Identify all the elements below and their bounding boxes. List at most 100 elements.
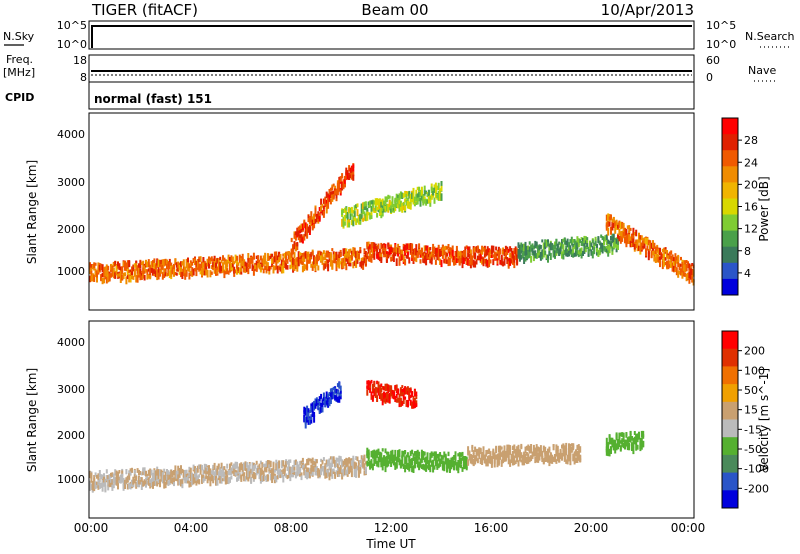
echo-cell-1 xyxy=(496,250,499,254)
echo-cell-5 xyxy=(617,439,619,447)
echo-cell-2 xyxy=(615,238,618,244)
echo-cell-1 xyxy=(457,256,460,261)
echo-cell-3 xyxy=(629,227,632,231)
echo-cell-1 xyxy=(478,249,481,253)
echo-cell-2 xyxy=(568,444,570,453)
echo-cell-0 xyxy=(160,264,163,270)
echo-cell-2 xyxy=(545,239,548,247)
echo-cell-2 xyxy=(563,445,566,453)
echo-cell-0 xyxy=(236,263,238,269)
echo-cell-1 xyxy=(395,456,398,465)
echo-cell-0 xyxy=(268,266,271,272)
echo-cell-0 xyxy=(279,469,282,475)
echo-cell-0 xyxy=(112,473,115,481)
echo-cell-0 xyxy=(244,261,247,267)
echo-cell-0 xyxy=(294,471,297,476)
echo-cell-1 xyxy=(404,244,407,253)
echo-cell-4 xyxy=(409,394,412,399)
echo-cell-1 xyxy=(430,460,433,467)
echo-cell-1 xyxy=(472,247,475,253)
echo-cell-0 xyxy=(324,263,327,269)
echo-cell-5 xyxy=(370,211,373,216)
echo-cell-0 xyxy=(269,255,272,259)
echo-cell-0 xyxy=(177,261,180,265)
echo-cell-2 xyxy=(548,459,551,467)
echo-cell-4 xyxy=(402,392,405,400)
echo-cell-4 xyxy=(311,216,314,222)
echo-cell-3 xyxy=(635,239,638,244)
echo-cell-1 xyxy=(419,259,422,264)
echo-cell-0 xyxy=(139,268,142,275)
echo-cell-0 xyxy=(306,467,309,475)
echo-cell-0 xyxy=(217,476,220,481)
echo-cell-1 xyxy=(392,459,395,465)
echo-cell-0 xyxy=(364,461,367,465)
echo-cell-0 xyxy=(247,469,250,474)
echo-cell-2 xyxy=(552,444,555,451)
echo-cell-2 xyxy=(528,448,531,453)
echo-cell-3 xyxy=(322,399,325,404)
echo-cell-0 xyxy=(150,261,153,268)
xtick-5: 20:00 xyxy=(574,521,609,535)
echo-cell-0 xyxy=(272,462,275,469)
echo-cell-1 xyxy=(448,247,451,251)
echo-cell-2 xyxy=(476,449,479,454)
echo-cell-3 xyxy=(667,255,670,260)
echo-cell-0 xyxy=(320,464,323,472)
echo-cell-0 xyxy=(128,473,131,480)
echo-cell-0 xyxy=(300,255,303,260)
echo-cell-0 xyxy=(268,255,271,261)
echo-cell-0 xyxy=(122,261,125,267)
echo-cell-1 xyxy=(482,246,485,252)
echo-cell-0 xyxy=(301,457,304,463)
echo-cell-0 xyxy=(89,480,91,488)
echo-cell-5 xyxy=(610,449,612,454)
echo-cell-2 xyxy=(580,252,583,259)
echo-cell-0 xyxy=(145,480,147,485)
echo-cell-0 xyxy=(296,256,299,262)
echo-cell-1 xyxy=(504,245,507,253)
colorbar-cell xyxy=(722,348,738,367)
echo-cell-2 xyxy=(573,456,576,465)
echo-cell-1 xyxy=(387,243,390,250)
echo-cell-1 xyxy=(469,253,472,262)
echo-cell-0 xyxy=(160,265,163,274)
echo-cell-0 xyxy=(159,479,161,484)
echo-cell-3 xyxy=(328,398,331,407)
echo-cell-0 xyxy=(300,472,303,476)
echo-cell-0 xyxy=(150,478,153,484)
echo-cell-2 xyxy=(539,451,542,457)
echo-cell-1 xyxy=(412,453,415,458)
echo-cell-0 xyxy=(139,273,142,281)
echo-cell-0 xyxy=(307,458,310,466)
echo-cell-4 xyxy=(297,235,300,241)
echo-cell-1 xyxy=(413,463,416,468)
echo-cell-0 xyxy=(282,474,285,483)
echo-cell-1 xyxy=(504,253,507,258)
echo-cell-0 xyxy=(206,466,209,474)
echo-cell-5 xyxy=(638,436,640,440)
echo-cell-2 xyxy=(566,249,569,253)
echo-cell-4 xyxy=(348,172,351,180)
echo-cell-3 xyxy=(624,236,626,244)
echo-cell-3 xyxy=(628,225,631,234)
echo-cell-4 xyxy=(408,391,411,398)
echo-cell-0 xyxy=(216,479,219,485)
echo-cell-0 xyxy=(269,265,272,270)
echo-cell-0 xyxy=(205,268,208,276)
echo-cell-0 xyxy=(143,482,146,486)
echo-cell-0 xyxy=(154,470,157,475)
echo-cell-0 xyxy=(355,261,358,268)
echo-cell-0 xyxy=(349,255,352,261)
echo-cell-0 xyxy=(275,262,278,270)
echo-cell-3 xyxy=(673,261,675,266)
echo-cell-0 xyxy=(286,475,289,480)
echo-cell-2 xyxy=(610,235,612,241)
echo-cell-0 xyxy=(362,458,365,466)
colorbar-cell xyxy=(722,262,738,280)
echo-cell-0 xyxy=(195,476,198,481)
echo-cell-4 xyxy=(310,217,313,224)
echo-cell-2 xyxy=(479,460,482,465)
echo-cell-1 xyxy=(475,246,478,253)
echo-cell-0 xyxy=(111,472,114,478)
